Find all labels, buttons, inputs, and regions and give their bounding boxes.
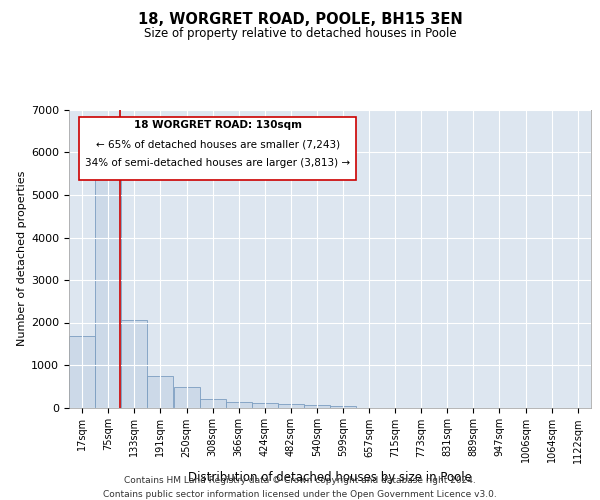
X-axis label: Distribution of detached houses by size in Poole: Distribution of detached houses by size … [188,471,472,484]
Bar [121,320,147,408]
Bar [200,398,226,407]
Bar [69,336,95,407]
Bar [226,402,251,407]
Text: 34% of semi-detached houses are larger (3,813) →: 34% of semi-detached houses are larger (… [85,158,350,168]
Text: Contains public sector information licensed under the Open Government Licence v3: Contains public sector information licen… [103,490,497,499]
FancyBboxPatch shape [79,118,356,180]
Bar [95,163,121,408]
Bar [304,406,329,407]
Bar [331,406,356,407]
Text: 18 WORGRET ROAD: 130sqm: 18 WORGRET ROAD: 130sqm [134,120,302,130]
Text: Contains HM Land Registry data © Crown copyright and database right 2024.: Contains HM Land Registry data © Crown c… [124,476,476,485]
Bar [147,376,173,408]
Text: ← 65% of detached houses are smaller (7,243): ← 65% of detached houses are smaller (7,… [96,140,340,149]
Text: Size of property relative to detached houses in Poole: Size of property relative to detached ho… [143,28,457,40]
Bar [173,386,199,407]
Y-axis label: Number of detached properties: Number of detached properties [17,171,27,346]
Text: 18, WORGRET ROAD, POOLE, BH15 3EN: 18, WORGRET ROAD, POOLE, BH15 3EN [137,12,463,28]
Bar [278,404,304,407]
Bar [252,403,278,407]
